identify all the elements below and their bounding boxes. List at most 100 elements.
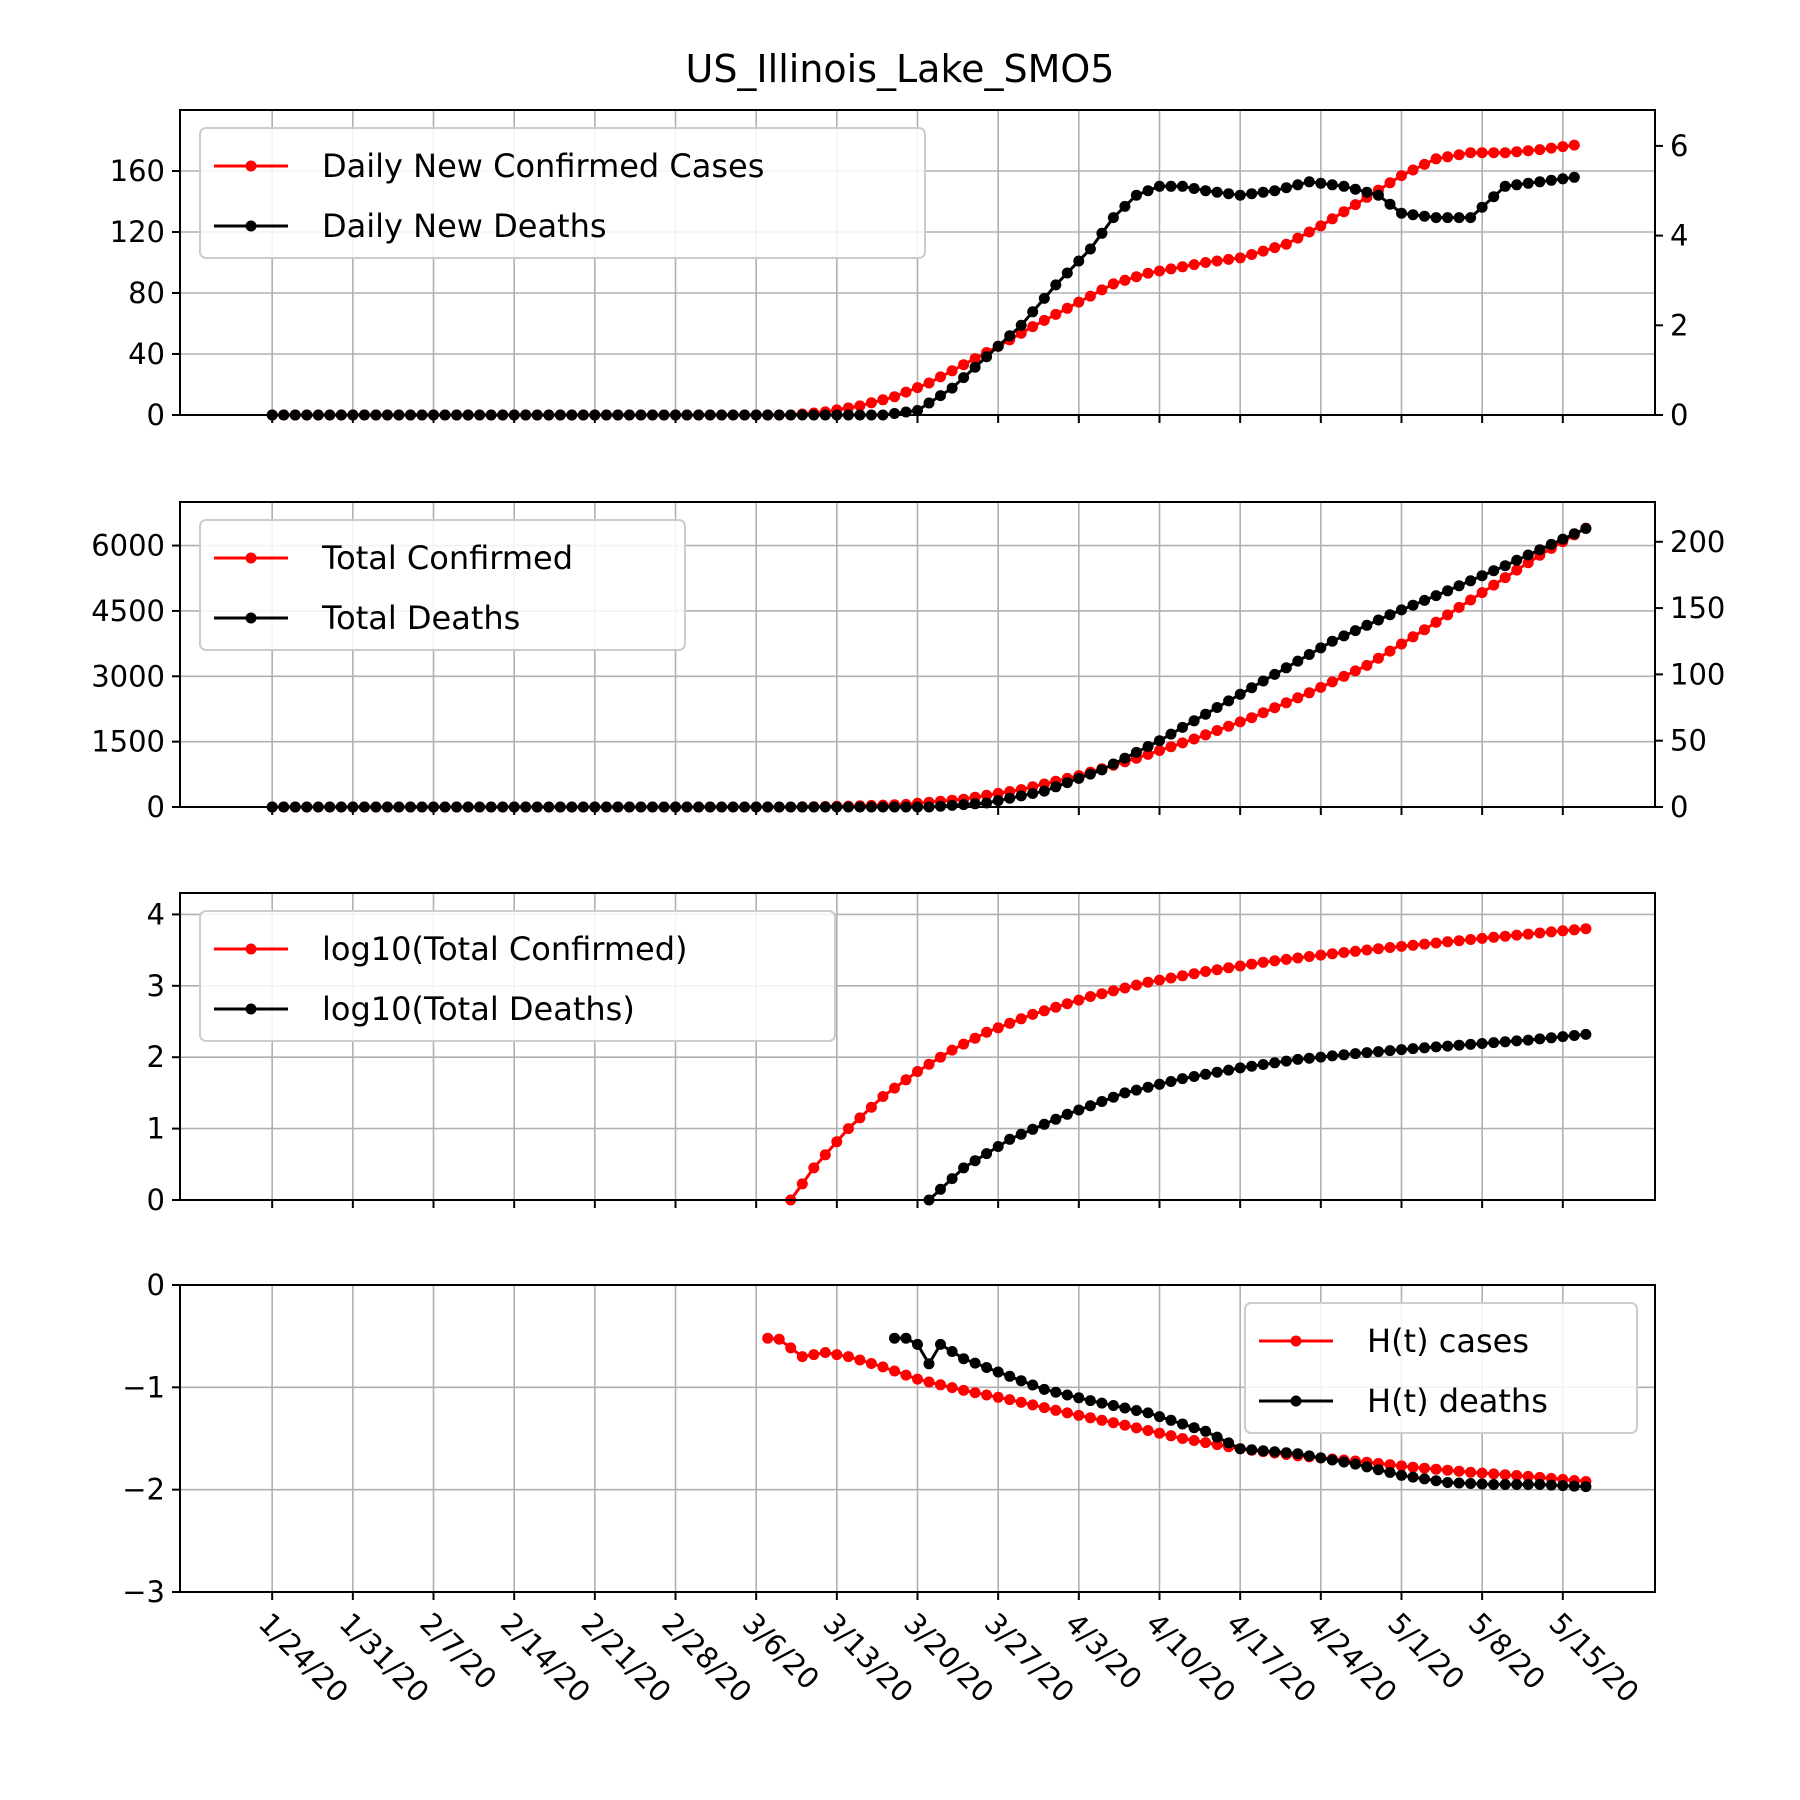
y-tick-label: 1500	[91, 725, 165, 759]
data-point	[958, 359, 970, 371]
data-point	[1349, 945, 1361, 957]
data-point	[1050, 279, 1062, 291]
y-tick-label: 40	[128, 337, 165, 371]
data-point	[1050, 1386, 1062, 1398]
data-point	[1442, 585, 1454, 597]
data-point	[1488, 931, 1500, 943]
data-point	[1165, 1430, 1177, 1442]
data-point	[1499, 147, 1511, 159]
data-point	[877, 1361, 889, 1373]
legend-marker	[245, 943, 257, 955]
data-point	[1107, 1091, 1119, 1103]
data-point	[1073, 772, 1085, 784]
x-tick-label: 2/21/20	[575, 1606, 678, 1709]
data-point	[1430, 590, 1442, 602]
data-point	[1107, 1400, 1119, 1411]
data-point	[1142, 748, 1154, 760]
data-point	[1499, 930, 1511, 942]
data-point	[1476, 201, 1488, 213]
data-point	[1073, 994, 1085, 1006]
data-point	[831, 1349, 843, 1361]
data-point	[935, 371, 946, 383]
data-point	[1269, 668, 1281, 680]
y-tick-label: 0	[147, 790, 165, 824]
data-point	[1545, 142, 1557, 154]
data-point	[1050, 781, 1062, 793]
data-point	[1442, 1464, 1454, 1476]
data-point	[1407, 164, 1419, 176]
data-point	[1269, 1446, 1281, 1458]
x-axis-tick-labels: 1/24/201/31/202/7/202/14/202/21/202/28/2…	[252, 1606, 1646, 1709]
y-right-tick-label: 100	[1670, 657, 1725, 691]
data-point	[1027, 788, 1039, 799]
data-point	[1384, 609, 1396, 621]
data-point	[1038, 314, 1050, 326]
data-point	[1522, 1479, 1534, 1490]
y-tick-label: 2	[147, 1040, 165, 1074]
data-point	[992, 795, 1004, 807]
data-point	[1084, 768, 1096, 780]
data-point	[1315, 220, 1327, 232]
data-point	[946, 365, 958, 377]
data-point	[808, 1349, 820, 1361]
data-point	[1061, 1108, 1073, 1120]
legend-marker	[1290, 1395, 1302, 1407]
x-tick-label: 2/14/20	[494, 1606, 597, 1709]
data-point	[1499, 1479, 1511, 1490]
data-point	[1107, 985, 1119, 997]
data-point	[1384, 942, 1396, 953]
data-point	[1580, 1028, 1592, 1040]
y-tick-label: −1	[122, 1370, 165, 1404]
legend-item: Daily New Deaths	[214, 207, 607, 245]
data-point	[1130, 979, 1142, 991]
data-point	[1303, 687, 1315, 699]
data-point	[981, 1148, 993, 1160]
plot-frame	[179, 501, 1656, 808]
data-point	[1465, 1038, 1477, 1050]
data-point	[1349, 183, 1361, 195]
data-point	[785, 1342, 797, 1354]
data-point	[1200, 966, 1212, 977]
data-point	[1511, 554, 1523, 566]
data-point	[819, 1149, 831, 1161]
data-point	[1177, 737, 1188, 749]
data-point	[831, 1136, 843, 1148]
data-point	[1361, 659, 1373, 671]
data-point	[1154, 745, 1165, 756]
data-point	[900, 1074, 912, 1086]
data-point	[1119, 1087, 1131, 1099]
data-point	[946, 1044, 958, 1056]
data-point	[1200, 1425, 1212, 1437]
data-point	[1061, 1389, 1073, 1401]
data-point	[1384, 1045, 1396, 1057]
data-point	[1154, 974, 1165, 986]
data-point	[1061, 998, 1073, 1010]
data-point	[1488, 191, 1500, 203]
data-point	[1396, 1469, 1407, 1481]
legend-item: log10(Total Confirmed)	[214, 930, 688, 968]
data-point	[1084, 991, 1096, 1002]
data-point	[1292, 655, 1304, 667]
data-point	[935, 1183, 946, 1195]
data-point	[1407, 1043, 1419, 1055]
data-point	[1246, 712, 1258, 724]
data-point	[1073, 255, 1085, 267]
data-point	[1107, 1417, 1119, 1429]
data-point	[1430, 937, 1442, 949]
data-point	[992, 340, 1004, 352]
data-point	[1476, 932, 1488, 944]
data-point	[1488, 1479, 1500, 1490]
data-point	[1119, 1402, 1131, 1414]
y-right-tick-label: 50	[1670, 724, 1707, 758]
data-point	[1326, 948, 1338, 960]
series-line	[927, 1032, 1587, 1202]
data-point	[946, 1173, 958, 1185]
data-point	[1038, 785, 1050, 797]
data-point	[1142, 1081, 1154, 1093]
data-point	[1130, 1084, 1142, 1096]
x-tick-label: 3/27/20	[978, 1606, 1081, 1709]
panel-4: −3 −2 −1 0 H(t) cases H(t) deaths	[122, 1268, 1656, 1609]
data-point	[1154, 735, 1165, 747]
data-point	[1465, 1466, 1477, 1478]
data-point	[1442, 609, 1454, 621]
